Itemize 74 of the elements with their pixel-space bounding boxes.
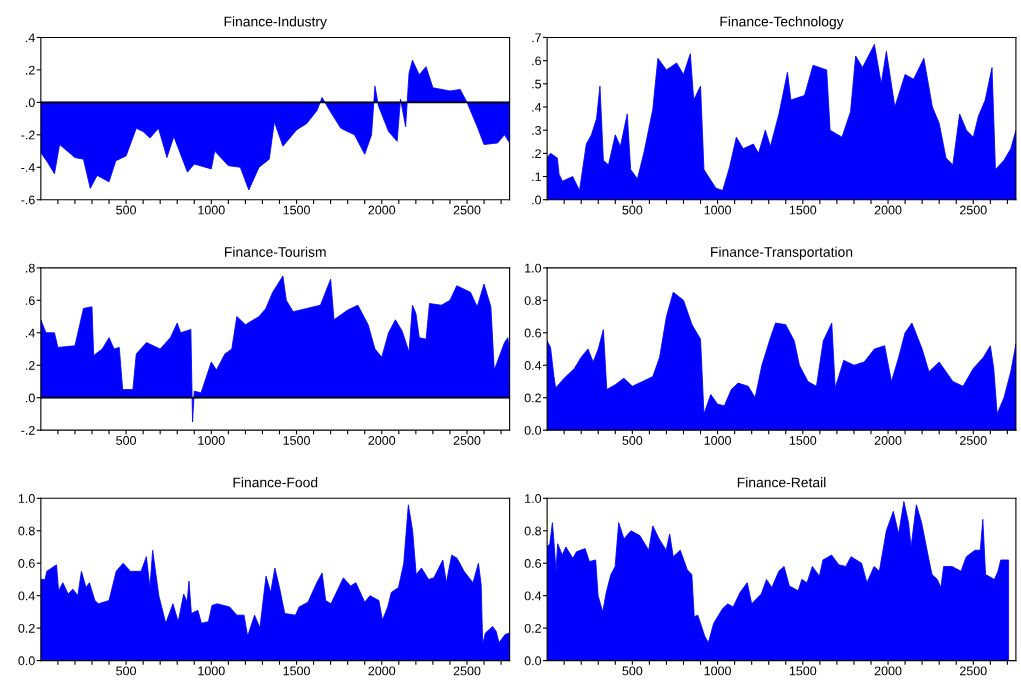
y-tick-label: 0.2 xyxy=(18,623,35,633)
x-tick-label: 1000 xyxy=(704,205,731,215)
chart-title: Finance-Food xyxy=(233,477,318,488)
y-tick-label: 0.8 xyxy=(524,526,542,536)
x-tick-label: 2000 xyxy=(874,666,902,676)
x-tick-label: 2000 xyxy=(368,666,396,676)
x-tick-label: 1000 xyxy=(198,666,225,676)
chart-title: Finance-Industry xyxy=(224,16,327,30)
x-tick-label: 1000 xyxy=(704,666,731,676)
x-tick-label: 500 xyxy=(622,205,643,215)
y-tick-label: 0.4 xyxy=(524,591,542,601)
x-tick-label: 2500 xyxy=(453,666,481,676)
chart-title: Finance-Transportation xyxy=(711,246,853,260)
chart-title: Finance-Retail xyxy=(737,477,826,488)
x-tick-label: 500 xyxy=(116,436,137,445)
x-tick-label: 1000 xyxy=(198,436,225,445)
y-tick-label: .6 xyxy=(26,296,35,305)
y-tick-label: .0 xyxy=(532,195,542,205)
x-tick-label: 500 xyxy=(622,666,643,676)
y-tick-label: 0.6 xyxy=(18,559,35,568)
chart-title: Finance-Tourism xyxy=(225,246,326,257)
chart-title: Finance-Technology xyxy=(720,16,844,30)
y-tick-label: 0.2 xyxy=(524,393,541,403)
x-tick-label: 2500 xyxy=(453,205,481,215)
x-tick-label: 1500 xyxy=(789,436,817,445)
x-tick-label: 1500 xyxy=(789,666,817,676)
x-tick-label: 1000 xyxy=(704,436,731,445)
y-tick-label: 0.6 xyxy=(524,559,542,568)
x-tick-label: 2000 xyxy=(368,436,396,445)
x-tick-label: 2500 xyxy=(453,436,481,445)
y-tick-label: 0.4 xyxy=(524,361,542,370)
y-tick-label: .2 xyxy=(532,149,541,158)
x-tick-label: 2000 xyxy=(874,436,902,445)
y-tick-label: .0 xyxy=(26,393,35,403)
x-tick-label: 2000 xyxy=(368,205,396,215)
y-tick-label: 0.2 xyxy=(524,623,541,633)
y-tick-label: -.4 xyxy=(21,163,35,172)
y-tick-label: .4 xyxy=(26,328,35,338)
y-tick-label: .3 xyxy=(532,125,542,135)
y-tick-label: .7 xyxy=(532,33,541,42)
x-tick-label: 2000 xyxy=(874,205,902,215)
x-tick-label: 500 xyxy=(116,205,137,215)
x-tick-label: 1500 xyxy=(283,436,310,445)
y-tick-label: .8 xyxy=(26,263,35,273)
y-tick-label: .4 xyxy=(532,102,542,112)
y-tick-label: 0.4 xyxy=(18,591,35,601)
y-tick-label: -.6 xyxy=(21,195,35,205)
y-tick-label: .5 xyxy=(532,79,542,89)
y-tick-label: -.2 xyxy=(21,130,35,140)
x-tick-label: 500 xyxy=(116,666,137,676)
y-tick-label: 1.0 xyxy=(18,494,35,503)
y-tick-label: 0.0 xyxy=(524,656,542,666)
y-tick-label: .6 xyxy=(532,56,542,66)
y-tick-label: 0.8 xyxy=(18,526,35,536)
y-tick-label: 0.0 xyxy=(524,425,542,435)
y-tick-label: 0.6 xyxy=(524,328,542,338)
x-tick-label: 2500 xyxy=(960,205,987,215)
y-tick-label: 1.0 xyxy=(525,263,542,273)
y-tick-label: -.2 xyxy=(21,425,35,435)
y-tick-label: 0.0 xyxy=(18,656,35,666)
y-tick-label: .4 xyxy=(26,33,35,42)
y-tick-label: .0 xyxy=(26,98,35,108)
x-tick-label: 1000 xyxy=(198,205,225,215)
y-tick-label: 1.0 xyxy=(525,494,542,503)
y-tick-label: .2 xyxy=(26,361,35,370)
x-tick-label: 1500 xyxy=(283,205,310,215)
x-tick-label: 1500 xyxy=(789,205,817,215)
y-tick-label: .2 xyxy=(26,65,35,75)
x-tick-label: 500 xyxy=(622,436,643,445)
y-tick-label: .1 xyxy=(532,172,541,182)
x-tick-label: 1500 xyxy=(283,666,310,676)
y-tick-label: 0.8 xyxy=(524,296,542,305)
x-tick-label: 2500 xyxy=(960,436,987,445)
x-tick-label: 2500 xyxy=(960,666,987,676)
